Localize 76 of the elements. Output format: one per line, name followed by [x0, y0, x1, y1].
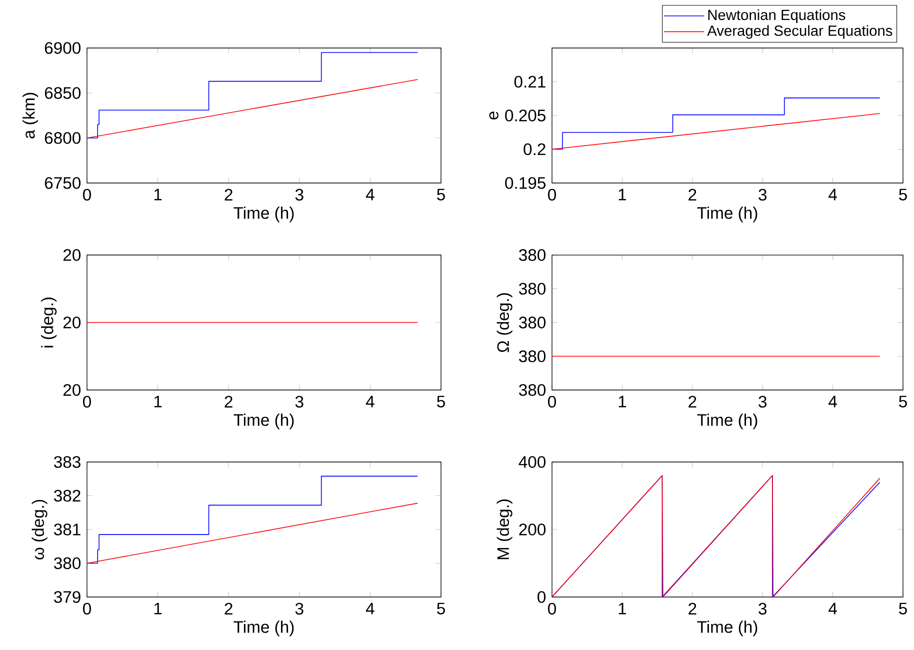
- x-tick-label: 4: [366, 396, 374, 408]
- legend-label: Averaged Secular Equations: [707, 25, 892, 39]
- line-series: [87, 476, 418, 564]
- y-tick-label: 0.195: [505, 177, 546, 189]
- y-axis-title: M (deg.): [496, 500, 512, 560]
- y-tick-label: 0.205: [505, 110, 546, 122]
- y-tick-label: 383: [54, 456, 80, 468]
- y-axis-title: ω (deg.): [32, 500, 48, 560]
- x-tick-label: 3: [295, 602, 304, 615]
- y-tick-label: 20: [63, 249, 81, 261]
- x-tick-label: 3: [295, 396, 304, 408]
- x-tick-label: 3: [295, 188, 304, 201]
- x-axis-title: Time (h): [234, 414, 294, 430]
- y-tick-label: 6750: [44, 177, 81, 189]
- x-tick-label: 2: [224, 602, 232, 614]
- x-tick-label: 0: [548, 188, 556, 201]
- x-tick-label: 2: [688, 602, 696, 614]
- x-tick-label: 2: [224, 188, 232, 200]
- x-tick-label: 4: [366, 188, 374, 200]
- y-tick-label: 0: [538, 591, 546, 603]
- x-tick-label: 5: [899, 396, 907, 408]
- x-axis-title: Time (h): [234, 620, 294, 636]
- x-tick-label: 3: [758, 396, 766, 408]
- y-axis-title: Ω (deg.): [496, 293, 512, 352]
- x-axis-title: Time (h): [234, 206, 294, 222]
- y-axis-title: i (deg.): [41, 298, 57, 348]
- y-tick-label: 380: [54, 557, 81, 570]
- x-tick-label: 1: [154, 396, 162, 408]
- y-tick-label: 380: [519, 249, 546, 261]
- y-tick-label: 6850: [44, 87, 81, 99]
- x-tick-label: 5: [437, 188, 445, 200]
- x-tick-label: 2: [688, 396, 696, 408]
- y-tick-label: 380: [519, 316, 546, 328]
- x-tick-label: 1: [618, 396, 626, 408]
- line-series: [87, 52, 418, 138]
- y-tick-label: 382: [54, 490, 80, 502]
- x-tick-label: 0: [548, 602, 556, 615]
- y-axis-title: a (km): [22, 92, 38, 138]
- x-axis-title: Time (h): [697, 414, 758, 430]
- x-axis-title: Time (h): [697, 620, 758, 636]
- y-tick-label: 380: [519, 350, 546, 362]
- y-tick-label: 380: [519, 384, 546, 396]
- x-tick-label: 1: [154, 188, 162, 200]
- x-tick-label: 1: [618, 188, 626, 200]
- y-tick-label: 200: [519, 524, 546, 536]
- x-tick-label: 3: [758, 188, 766, 201]
- y-tick-label: 20: [63, 316, 81, 328]
- y-tick-label: 6900: [44, 42, 81, 54]
- x-tick-label: 4: [828, 396, 837, 408]
- x-tick-label: 1: [154, 602, 162, 614]
- x-tick-label: 4: [828, 188, 837, 200]
- x-tick-label: 2: [688, 188, 696, 200]
- x-tick-label: 4: [828, 602, 837, 614]
- y-tick-label: 381: [54, 524, 80, 536]
- y-tick-label: 380: [519, 282, 546, 295]
- x-tick-label: 3: [758, 602, 766, 615]
- legend-label: Newtonian Equations: [708, 9, 846, 23]
- y-tick-label: 6800: [44, 132, 81, 144]
- y-tick-label: 379: [54, 591, 80, 603]
- y-tick-label: 0.2: [524, 143, 546, 156]
- y-tick-label: 0.21: [514, 76, 546, 88]
- x-tick-label: 5: [437, 602, 445, 614]
- x-tick-label: 0: [83, 602, 91, 615]
- x-tick-label: 4: [366, 602, 374, 614]
- x-tick-label: 0: [548, 396, 556, 408]
- y-tick-label: 400: [518, 456, 546, 468]
- x-axis-title: Time (h): [697, 206, 758, 222]
- x-tick-label: 5: [437, 396, 445, 408]
- x-tick-label: 5: [899, 188, 907, 200]
- y-tick-label: 20: [63, 384, 81, 396]
- x-tick-label: 0: [83, 188, 91, 201]
- x-tick-label: 5: [899, 602, 907, 614]
- x-tick-label: 0: [83, 396, 91, 408]
- y-axis-title: e: [489, 112, 498, 120]
- x-tick-label: 2: [224, 396, 232, 408]
- x-tick-label: 1: [618, 602, 626, 614]
